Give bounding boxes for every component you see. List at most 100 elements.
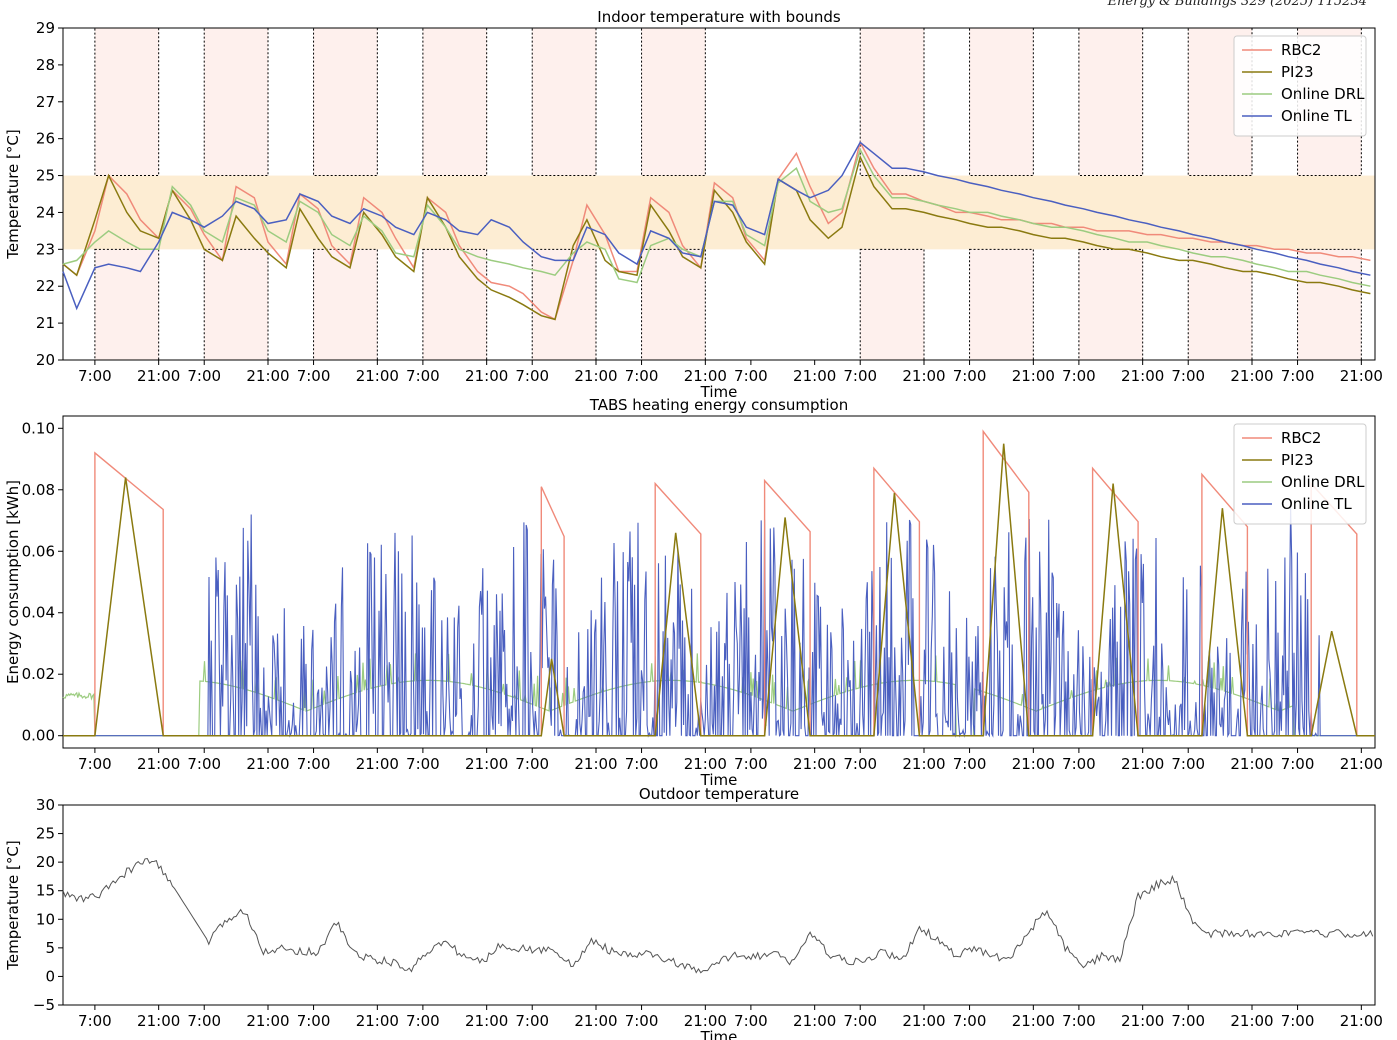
x-tick-label: 21:00 (793, 1012, 836, 1030)
plot-frame (62, 415, 1376, 749)
occupied-lower-bound (203, 248, 269, 361)
x-tick-label: 21:00 (574, 1012, 617, 1030)
comfort-band (63, 175, 1375, 250)
x-tick-label: 7:00 (1281, 367, 1315, 385)
series-line-outdoor-temperature (62, 857, 1374, 974)
x-tick-label: 7:00 (734, 755, 768, 773)
x-tick-label: 21:00 (574, 367, 617, 385)
y-tick-label: 5 (45, 939, 55, 957)
occupied-lower-bound (859, 248, 925, 361)
x-tick-label: 7:00 (187, 1012, 221, 1030)
x-tick-label: 21:00 (1230, 755, 1273, 773)
x-tick-label: 7:00 (515, 755, 549, 773)
occupied-upper-bound (969, 27, 1034, 177)
x-tick-label: 7:00 (1171, 755, 1205, 773)
y-tick-label: 0 (45, 967, 55, 985)
x-tick-label: 21:00 (684, 1012, 727, 1030)
x-tick-label: 7:00 (1171, 367, 1205, 385)
y-tick-label: 21 (36, 314, 55, 332)
x-tick-label: 7:00 (187, 367, 221, 385)
x-tick-label: 7:00 (1171, 1012, 1205, 1030)
x-tick-label: 21:00 (246, 755, 289, 773)
series-line-rbc2 (63, 429, 1375, 737)
y-tick-label: 0.10 (22, 419, 55, 437)
occupied-upper-bound (94, 27, 160, 177)
series-line-online-tl (63, 506, 1375, 738)
x-tick-label: 7:00 (78, 755, 112, 773)
occupied-upper-bound (641, 27, 706, 177)
y-tick-label: 0.06 (22, 542, 55, 560)
occupied-upper-bound (859, 27, 925, 177)
series-line-rbc2 (62, 140, 1371, 321)
y-tick-label: 26 (36, 130, 55, 148)
x-tick-label: 21:00 (1340, 1012, 1383, 1030)
x-tick-label: 21:00 (684, 755, 727, 773)
x-axis-label: Time (700, 1028, 738, 1040)
x-tick-label: 7:00 (515, 367, 549, 385)
y-tick-label: 15 (36, 882, 55, 900)
y-tick-label: 0.00 (22, 727, 55, 745)
x-tick-label: 21:00 (137, 1012, 180, 1030)
x-tick-label: 21:00 (356, 755, 399, 773)
x-tick-label: 21:00 (1121, 755, 1164, 773)
y-tick-label: 28 (36, 56, 55, 74)
x-tick-label: 21:00 (356, 367, 399, 385)
legend-label: RBC2 (1281, 41, 1321, 59)
x-tick-label: 7:00 (734, 367, 768, 385)
x-tick-label: 7:00 (1281, 755, 1315, 773)
legend-label: Online DRL (1281, 85, 1365, 103)
x-tick-label: 21:00 (137, 367, 180, 385)
x-tick-label: 7:00 (953, 1012, 987, 1030)
y-axis-label: Temperature [°C] (4, 129, 22, 259)
x-tick-label: 21:00 (574, 755, 617, 773)
legend-box (1233, 423, 1367, 525)
x-tick-label: 7:00 (406, 367, 440, 385)
y-tick-label: 22 (36, 277, 55, 295)
x-axis-label: Time (700, 771, 738, 789)
chart-title: TABS heating energy consumption (589, 396, 849, 414)
x-tick-label: 7:00 (297, 755, 331, 773)
y-tick-label: 0.08 (22, 481, 55, 499)
y-tick-label: 25 (36, 825, 55, 843)
y-tick-label: 0.04 (22, 604, 55, 622)
plot-frame (62, 27, 1376, 361)
y-tick-label: 24 (36, 203, 55, 221)
occupied-lower-bound (422, 248, 488, 361)
legend-label: PI23 (1281, 63, 1314, 81)
occupied-upper-bound (313, 27, 378, 177)
legend-label: PI23 (1281, 451, 1314, 469)
x-tick-label: 21:00 (902, 367, 945, 385)
x-tick-label: 21:00 (246, 1012, 289, 1030)
x-tick-label: 7:00 (734, 1012, 768, 1030)
x-tick-label: 7:00 (1281, 1012, 1315, 1030)
x-tick-label: 7:00 (953, 367, 987, 385)
occupied-upper-bound (1078, 27, 1144, 177)
x-axis-label: Time (700, 383, 738, 401)
x-tick-label: 7:00 (297, 1012, 331, 1030)
y-tick-label: 25 (36, 167, 55, 185)
x-tick-label: 21:00 (902, 1012, 945, 1030)
legend-label: Online DRL (1281, 473, 1365, 491)
x-tick-label: 21:00 (1230, 1012, 1273, 1030)
x-tick-label: 7:00 (78, 367, 112, 385)
x-tick-label: 21:00 (1012, 755, 1055, 773)
y-tick-label: −5 (33, 996, 55, 1014)
occupied-lower-bound (313, 248, 378, 361)
y-axis-label: Temperature [°C] (4, 840, 22, 970)
x-tick-label: 21:00 (793, 367, 836, 385)
y-tick-label: 20 (36, 853, 55, 871)
x-tick-label: 21:00 (1012, 1012, 1055, 1030)
x-tick-label: 7:00 (1062, 367, 1096, 385)
x-tick-label: 7:00 (406, 1012, 440, 1030)
x-tick-label: 21:00 (465, 755, 508, 773)
chart-title: Outdoor temperature (639, 785, 799, 803)
legend-label: Online TL (1281, 107, 1352, 125)
legend-label: Online TL (1281, 495, 1352, 513)
x-tick-label: 7:00 (406, 755, 440, 773)
y-tick-label: 23 (36, 240, 55, 258)
x-tick-label: 7:00 (843, 755, 877, 773)
x-tick-label: 7:00 (78, 1012, 112, 1030)
chart-title: Indoor temperature with bounds (597, 8, 841, 26)
x-tick-label: 7:00 (625, 1012, 659, 1030)
x-tick-label: 21:00 (356, 1012, 399, 1030)
